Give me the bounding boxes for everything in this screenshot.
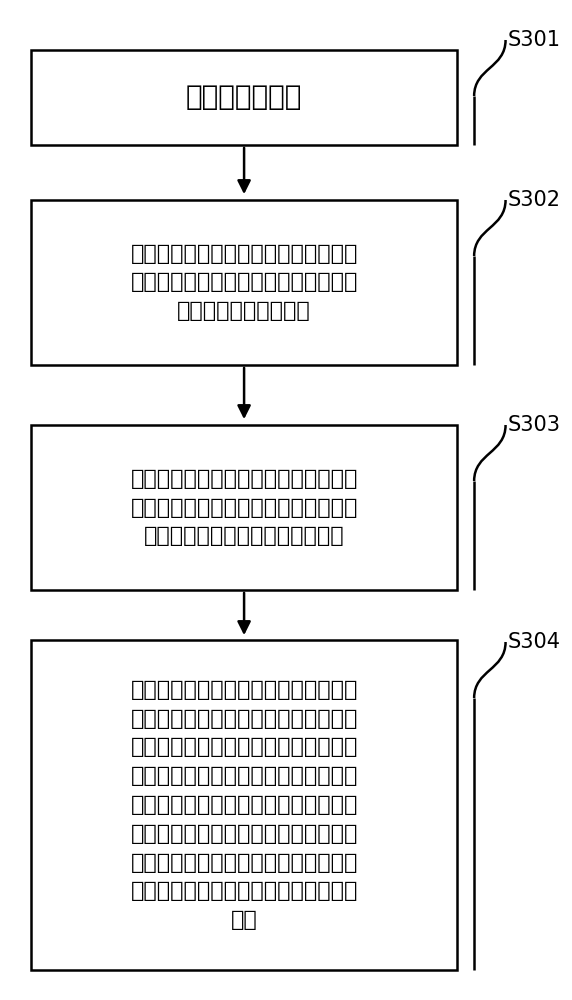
Text: 根据所述订单分拣任务，为所述目标订
单分配自驱动移动设备，并当确定该货
物已经放置在所述自驱动移动设备的承
载组件中时，将所述导航路径发送给所
述自驱动移动设备: 根据所述订单分拣任务，为所述目标订 单分配自驱动移动设备，并当确定该货 物已经放… (130, 680, 358, 930)
Text: S303: S303 (508, 415, 561, 435)
Text: S301: S301 (508, 30, 561, 50)
FancyBboxPatch shape (31, 425, 457, 590)
Text: 获取各订单信息: 获取各订单信息 (186, 84, 302, 111)
Text: S304: S304 (508, 632, 561, 652)
FancyBboxPatch shape (31, 200, 457, 365)
FancyBboxPatch shape (31, 50, 457, 145)
FancyBboxPatch shape (31, 640, 457, 970)
Text: 针对放置在分拣工作站的每种货物，根
据获取到的各订单信息，确定需要该货
物的至少一个候选订单: 针对放置在分拣工作站的每种货物，根 据获取到的各订单信息，确定需要该货 物的至少… (130, 244, 358, 321)
Text: S302: S302 (508, 190, 561, 210)
Text: 从所述至少一个候选订单中确定该货物
所归属的订单，作为目标订单，并确定
所述目标订单对应的订单分拣任务: 从所述至少一个候选订单中确定该货物 所归属的订单，作为目标订单，并确定 所述目标… (130, 469, 358, 546)
